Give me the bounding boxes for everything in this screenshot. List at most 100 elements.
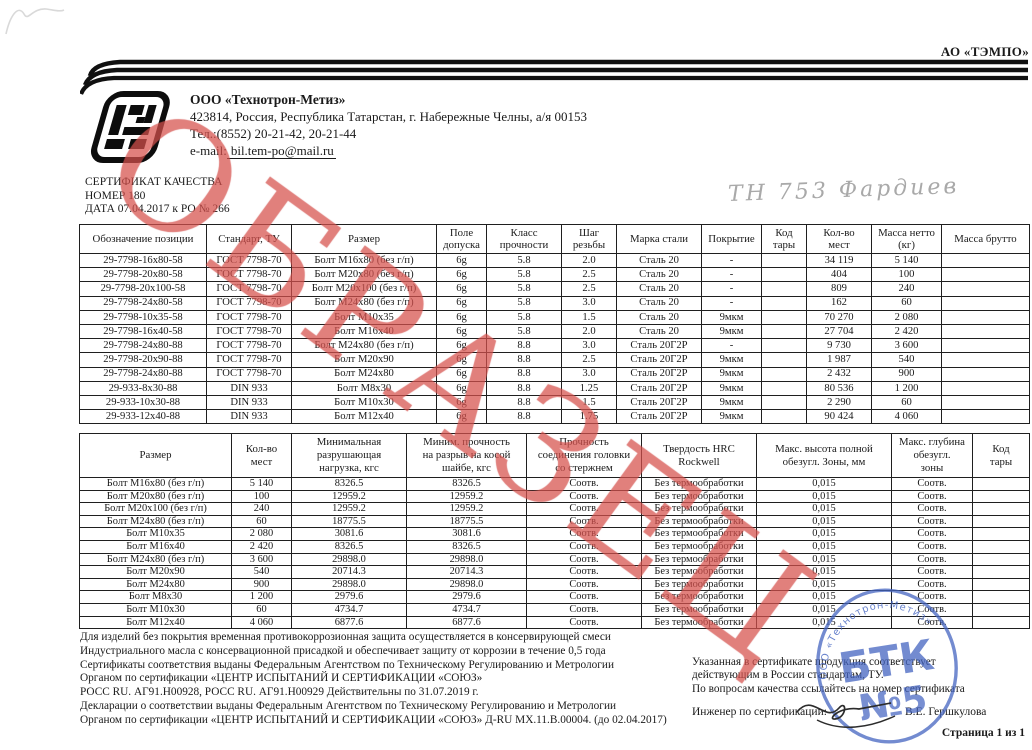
table-cell: Соотв. bbox=[891, 527, 973, 541]
table-cell: 2 290 bbox=[806, 394, 872, 411]
table-cell bbox=[941, 309, 1030, 325]
table-cell: 5.8 bbox=[486, 281, 562, 297]
table-cell: Без термообработки bbox=[641, 514, 757, 529]
table-row: Болт М24х80 900 29898.0 29898.0 Соотв. Без те… bbox=[79, 577, 1030, 592]
table-cell: Сталь 20Г2Р bbox=[616, 338, 702, 354]
table-cell: 2.0 bbox=[561, 252, 617, 269]
table-cell: 12959.2 bbox=[291, 489, 407, 504]
table-cell: 540 bbox=[871, 352, 942, 368]
table-cell: 0,015 bbox=[756, 615, 892, 630]
table-cell: Без термообработки bbox=[641, 615, 757, 630]
certificate-title: СЕРТИФИКАТ КАЧЕСТВА bbox=[85, 176, 223, 188]
table-cell: Болт М10х30 bbox=[79, 602, 232, 617]
table-cell: 8.8 bbox=[486, 352, 562, 368]
table-cell: 809 bbox=[806, 281, 872, 297]
table-cell bbox=[941, 323, 1030, 340]
table-cell: Болт М8х30 bbox=[79, 590, 232, 604]
table-cell bbox=[761, 394, 807, 411]
table-cell: Болт М16х80 (без г/п) bbox=[291, 252, 437, 269]
table-cell: 2.5 bbox=[561, 267, 617, 283]
table-cell: Болт М24х80 bbox=[79, 577, 232, 592]
table-cell: 6g bbox=[436, 352, 487, 368]
company-logo bbox=[91, 91, 170, 163]
notes-right: Указанная в сертификате продукция соотве… bbox=[692, 656, 1027, 696]
letterhead-rules bbox=[80, 59, 1028, 95]
table-cell: 9мкм bbox=[701, 352, 762, 368]
table-cell: 3.0 bbox=[561, 366, 617, 382]
column-header: Поле допуска bbox=[436, 224, 487, 254]
column-header: Минимальная разрушающая нагрузка, кгс bbox=[291, 433, 407, 478]
table-cell: Сталь 20 bbox=[616, 267, 702, 283]
table-cell bbox=[972, 489, 1030, 504]
tests-table: Размер Кол-во мест Минимальная разрушающая… bbox=[79, 433, 1030, 630]
table-cell: Болт М24х80 (без г/п) bbox=[79, 514, 232, 529]
table-cell: Соотв. bbox=[526, 489, 642, 504]
table-cell: ГОСТ 7798-70 bbox=[206, 267, 292, 283]
table-cell: 5.8 bbox=[486, 267, 562, 283]
table-cell: DIN 933 bbox=[206, 380, 292, 396]
table-cell: DIN 933 bbox=[206, 394, 292, 411]
table-cell: 2 420 bbox=[231, 539, 292, 554]
table-cell: 1.75 bbox=[561, 409, 617, 425]
column-header: Шаг резьбы bbox=[561, 224, 617, 254]
table-cell: 29-7798-24x80-58 bbox=[79, 295, 207, 311]
table-cell: 20714.3 bbox=[406, 565, 527, 579]
table-cell bbox=[941, 409, 1030, 425]
table-cell: Соотв. bbox=[891, 502, 973, 516]
table-cell: Соотв. bbox=[526, 514, 642, 529]
table-cell: 9 730 bbox=[806, 338, 872, 354]
table-cell: 60 bbox=[231, 602, 292, 617]
table-cell: Болт М20х80 (без г/п) bbox=[79, 489, 232, 504]
table-cell: Болт М8х30 bbox=[291, 380, 437, 396]
table-cell: 900 bbox=[231, 577, 292, 592]
column-header: Кол-во мест bbox=[231, 433, 292, 478]
table-cell: 5 140 bbox=[231, 477, 292, 491]
table-cell: Сталь 20 bbox=[616, 295, 702, 311]
note-line: Органом по сертификации «ЦЕНТР ИСПЫТАНИЙ… bbox=[80, 672, 483, 685]
signature-row: Инженер по сертификации: В.Е. Гершкулова bbox=[692, 706, 1027, 718]
table-cell bbox=[941, 252, 1030, 269]
table-cell: 8.8 bbox=[486, 380, 562, 396]
note-line: Для изделий без покрытия временная проти… bbox=[80, 631, 611, 643]
table-cell: 29898.0 bbox=[291, 577, 407, 592]
table-cell: 100 bbox=[871, 267, 942, 283]
table-cell: Болт М16х40 bbox=[79, 539, 232, 554]
table-cell bbox=[941, 352, 1030, 368]
table-cell: 8326.5 bbox=[406, 477, 527, 491]
table-cell: Сталь 20Г2Р bbox=[616, 366, 702, 382]
table-cell bbox=[761, 267, 807, 283]
table-cell: 8.8 bbox=[486, 338, 562, 354]
table-row: Болт М16х40 2 420 8326.5 8326.5 Соотв. Без те… bbox=[79, 539, 1030, 554]
table-cell: 6g bbox=[436, 309, 487, 325]
table-cell bbox=[972, 514, 1030, 529]
table-cell: ГОСТ 7798-70 bbox=[206, 252, 292, 269]
column-header: Прочность соединения головки со стержнем bbox=[526, 433, 642, 478]
recipient-org: АО «ТЭМПО» bbox=[940, 44, 1029, 59]
pencil-scribble bbox=[5, 8, 65, 35]
table-cell: 60 bbox=[871, 394, 942, 411]
table-cell: 1 200 bbox=[871, 380, 942, 396]
email-address[interactable]: bil.tem-po@mail.ru bbox=[226, 143, 336, 159]
signature-scribble bbox=[796, 702, 896, 728]
table-cell bbox=[941, 394, 1030, 411]
table-cell: 9мкм bbox=[701, 309, 762, 325]
table-cell: ГОСТ 7798-70 bbox=[206, 323, 292, 340]
notes-left: Для изделий без покрытия временная проти… bbox=[80, 631, 705, 728]
certificate-title-block: СЕРТИФИКАТ КАЧЕСТВА НОМЕР 180 ДАТА 07.04… bbox=[85, 176, 230, 217]
table-cell bbox=[972, 502, 1030, 516]
note-line: Сертификаты соответствия выданы Федераль… bbox=[80, 658, 615, 671]
table-cell: Соотв. bbox=[526, 477, 642, 491]
table-cell: 29898.0 bbox=[406, 552, 527, 567]
table-cell: Болт М24х80 (без г/п) bbox=[79, 552, 232, 567]
table-cell: 18775.5 bbox=[291, 514, 407, 529]
table-cell: 2979.6 bbox=[291, 590, 407, 604]
table-cell: 2 080 bbox=[871, 309, 942, 325]
table-cell: 29-7798-24x80-88 bbox=[79, 338, 207, 354]
table-cell bbox=[941, 338, 1030, 354]
table-cell: - bbox=[701, 295, 762, 311]
table-cell: 3 600 bbox=[871, 338, 942, 354]
table-cell: 29-7798-16x80-58 bbox=[79, 252, 207, 269]
table-cell: 6g bbox=[436, 295, 487, 311]
table-cell: Болт М24х80 bbox=[291, 366, 437, 382]
table-cell: Соотв. bbox=[891, 552, 973, 567]
